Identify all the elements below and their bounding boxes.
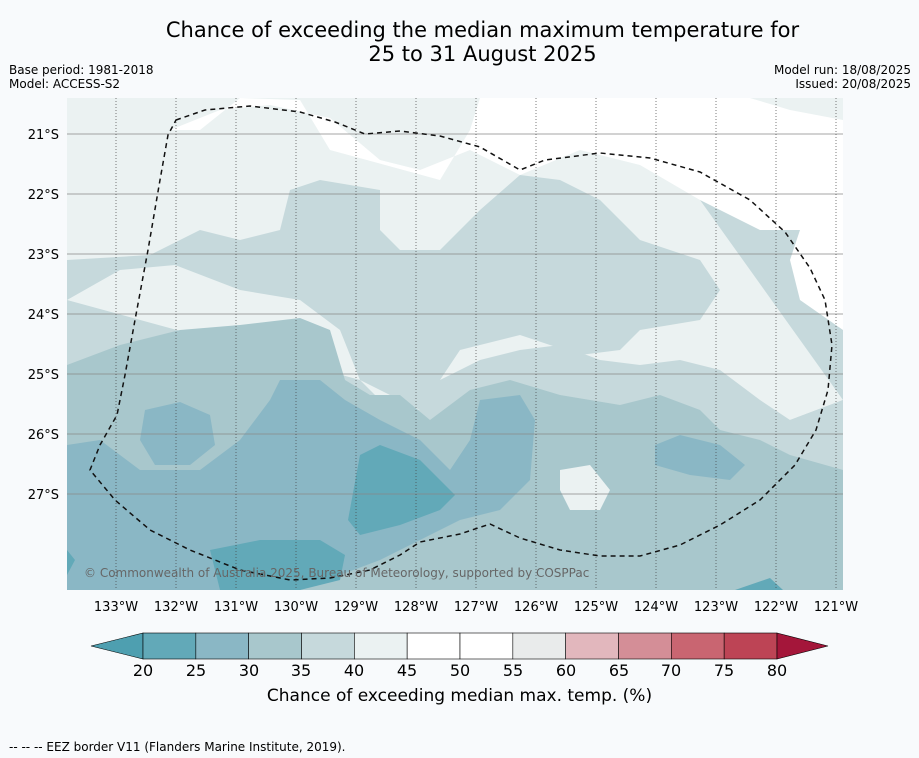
colorbar-tick: 50 [450,661,470,680]
contour-25-30 [67,380,535,590]
contour-25-30-b [655,435,745,480]
lon-label: 126°W [514,600,558,615]
colorbar-box [354,632,408,660]
colorbar-tick: 60 [556,661,576,680]
map-title: Chance of exceeding the median maximum t… [0,18,919,66]
longitude-labels: 133°W 132°W 131°W 130°W 129°W 128°W 127°… [94,600,858,615]
colorbar-tick: 25 [186,661,206,680]
colorbar-boxes [142,632,778,660]
model-name: Model: ACCESS-S2 [9,77,121,91]
lon-label: 124°W [634,600,678,615]
colorbar-box [723,632,778,660]
colorbar-tick: 70 [661,661,681,680]
latitude-labels: 21°S 22°S 23°S 24°S 25°S 26°S 27°S [28,128,59,503]
lon-label: 123°W [694,600,738,615]
gridlines [67,98,843,590]
colorbar-box [248,632,302,660]
eez-border [89,105,833,581]
contour-20-25-b [210,540,345,590]
eez-footnote: -- -- -- EEZ border V11 (Flanders Marine… [9,740,346,754]
contour-20-25-c [735,578,783,590]
longitude-gridlines [115,98,837,590]
lon-label: 133°W [94,600,138,615]
lon-label: 132°W [154,600,198,615]
colorbar-tick: 20 [133,661,153,680]
lat-label: 25°S [28,368,59,383]
colorbar-low-arrow [90,632,144,660]
contour-20-25-d [67,550,75,575]
model-run: Model run: 18/08/2025 [773,63,911,77]
colorbar-box [671,632,725,660]
base-period: Base period: 1981-2018 [9,63,154,77]
lon-label: 129°W [334,600,378,615]
lon-label: 122°W [754,600,798,615]
colorbar-box [565,632,619,660]
latitude-gridlines [67,133,843,495]
colorbar-box [142,632,197,660]
lon-label: 128°W [394,600,438,615]
lat-label: 21°S [28,128,59,143]
run-info: Model run: 18/08/2025 Issued: 20/08/2025 [774,63,911,91]
contour-light-patch [560,465,610,510]
lat-label: 23°S [28,248,59,263]
colorbar-high-arrow [776,632,829,660]
colorbar-tick: 30 [239,661,259,680]
probability-field [67,98,843,590]
colorbar-box [512,632,566,660]
colorbar-tick: 40 [344,661,364,680]
contour-20-25 [348,445,455,535]
lon-label: 121°W [814,600,858,615]
lat-label: 22°S [28,188,59,203]
colorbar-tick: 75 [714,661,734,680]
lat-label: 26°S [28,428,59,443]
lat-label: 27°S [28,488,59,503]
colorbar-box [301,632,355,660]
model-info: Base period: 1981-2018 Model: ACCESS-S2 [9,63,154,91]
issued-date: Issued: 20/08/2025 [795,77,911,91]
title-line-2: 25 to 31 August 2025 [368,42,597,66]
colorbar-tick: 45 [397,661,417,680]
lon-label: 125°W [574,600,618,615]
colorbar-box [406,632,461,660]
colorbar-tick: 80 [767,661,787,680]
colorbar-label: Chance of exceeding median max. temp. (%… [266,686,653,706]
colorbar-box [195,632,249,660]
colorbar: 20 25 30 35 40 45 50 55 60 65 70 75 80 [90,632,829,680]
colorbar-ticks: 20 25 30 35 40 45 50 55 60 65 70 75 80 [133,661,787,680]
colorbar-tick: 65 [609,661,629,680]
title-line-1: Chance of exceeding the median maximum t… [165,18,800,42]
lat-label: 24°S [28,308,59,323]
lon-label: 127°W [454,600,498,615]
colorbar-box [618,632,672,660]
copyright-notice: © Commonwealth of Australia 2025, Bureau… [84,566,589,580]
lon-label: 131°W [214,600,258,615]
lon-label: 130°W [274,600,318,615]
contour-25-30-a [140,402,215,465]
colorbar-box [459,632,514,660]
colorbar-tick: 55 [503,661,523,680]
colorbar-tick: 35 [291,661,311,680]
